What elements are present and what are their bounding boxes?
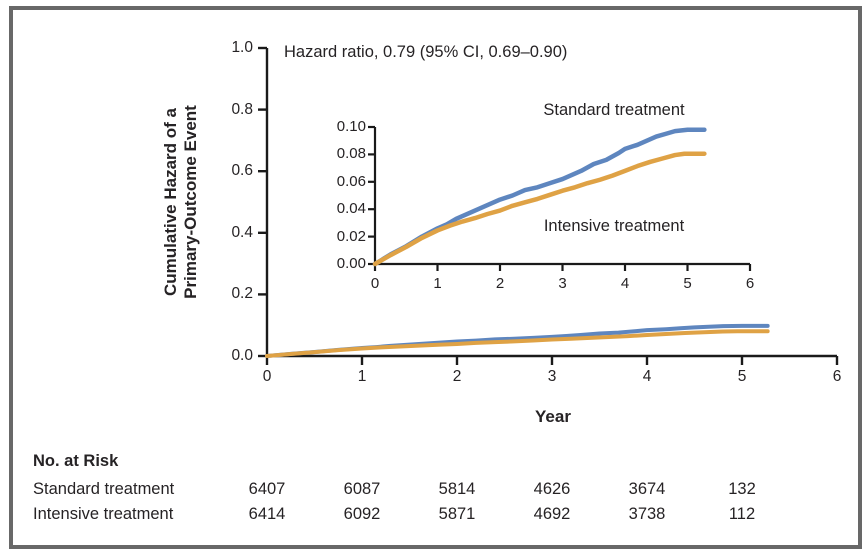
risk-count: 6087 [343,480,381,498]
risk-count: 6414 [248,505,286,523]
x-tick-label: 5 [683,275,692,292]
x-tick-label: 6 [832,368,842,385]
x-tick-label: 0 [262,368,272,385]
y-tick-label: 0.10 [336,118,366,135]
x-tick-label: 3 [558,275,567,292]
hazard-ratio-annotation: Hazard ratio, 0.79 (95% CI, 0.69–0.90) [284,43,568,61]
risk-count: 5814 [438,480,476,498]
risk-row-label: Standard treatment [33,480,175,498]
y-tick-label: 0.2 [231,285,253,303]
y-tick-label: 0.08 [336,145,366,163]
x-tick-label: 4 [642,368,652,385]
x-tick-label: 1 [357,368,367,385]
risk-count: 6092 [343,505,381,523]
x-tick-label: 3 [547,368,557,385]
y-tick-label: 0.04 [336,200,366,218]
x-tick-label: 1 [433,275,442,292]
y-tick-label: 0.4 [231,223,253,241]
y-tick-label: 0.6 [231,162,253,180]
risk-count: 3738 [628,505,666,523]
x-tick-label: 0 [370,275,380,292]
x-tick-label: 2 [495,275,505,292]
y-axis-label-line1: Cumulative Hazard of a [161,108,180,296]
y-tick-label: 0.02 [336,227,366,245]
risk-count: 4626 [533,480,571,498]
risk-count: 4692 [533,505,571,523]
intensive-treatment-line [372,151,707,267]
intensive-treatment-curve-label: Intensive treatment [543,217,685,235]
x-axis-label: Year [535,407,571,426]
y-axis-label-line2: Primary-Outcome Event [181,105,200,299]
risk-table-title: No. at Risk [33,452,119,470]
x-tick-label: 5 [737,368,747,385]
x-tick-label: 4 [620,275,630,292]
standard-treatment-curve-label: Standard treatment [543,101,685,119]
risk-count: 132 [728,480,756,498]
risk-row-label: Intensive treatment [33,505,174,523]
y-axis-label: Cumulative Hazard of a Primary-Outcome E… [161,105,201,299]
risk-count: 3674 [628,480,666,498]
risk-count: 5871 [438,505,476,523]
y-tick-label: 0.8 [231,100,253,118]
risk-count: 6407 [248,480,286,498]
x-tick-label: 6 [745,275,755,292]
y-tick-label: 0.00 [336,255,366,272]
intensive-treatment-line [265,329,770,358]
y-tick-label: 1.0 [231,39,253,56]
y-tick-label: 0.06 [336,172,366,190]
risk-count: 112 [728,505,756,523]
y-tick-label: 0.0 [231,347,253,364]
x-tick-label: 2 [452,368,462,385]
